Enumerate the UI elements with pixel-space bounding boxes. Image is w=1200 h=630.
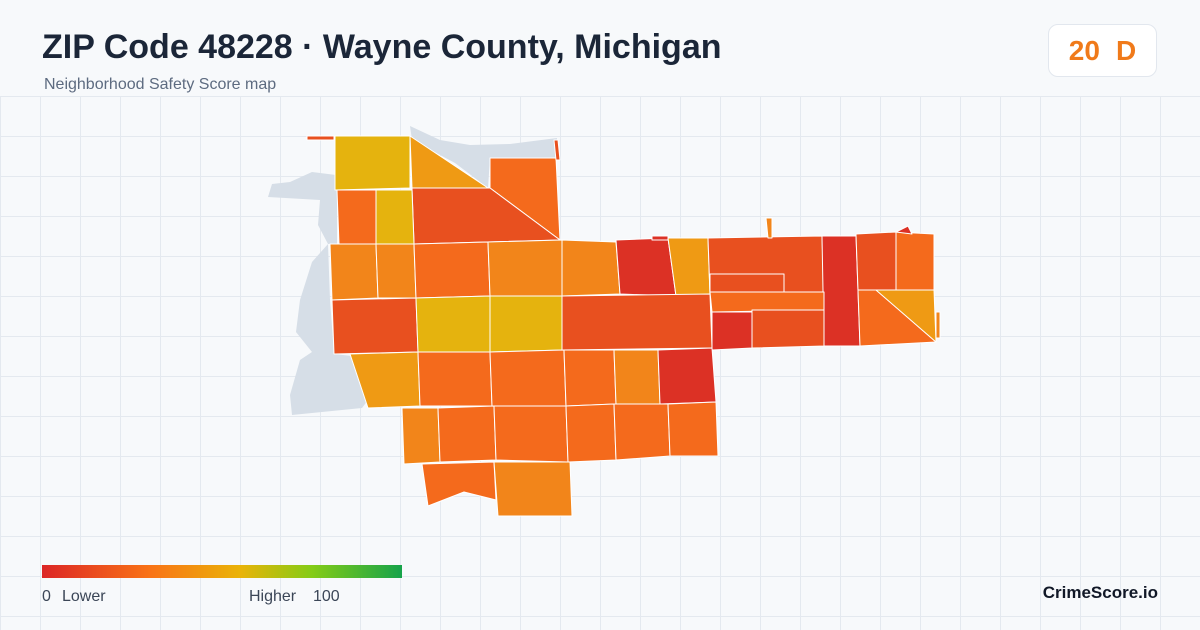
tract[interactable]: [336, 189, 377, 245]
tract[interactable]: [493, 405, 569, 463]
tract[interactable]: [553, 139, 561, 161]
tract[interactable]: [329, 243, 379, 301]
water-area-west: [262, 136, 368, 415]
tract[interactable]: [751, 309, 825, 349]
tract[interactable]: [711, 311, 753, 351]
water-areas: [262, 126, 557, 415]
tract[interactable]: [565, 403, 617, 463]
tract[interactable]: [413, 241, 491, 299]
tract[interactable]: [489, 349, 567, 407]
tract[interactable]: [489, 295, 563, 353]
tract[interactable]: [895, 225, 913, 235]
tract[interactable]: [417, 351, 493, 407]
tract[interactable]: [401, 407, 441, 465]
tract[interactable]: [563, 349, 617, 407]
census-tracts: [306, 135, 941, 517]
safety-score-gradient-scale: [42, 565, 402, 578]
tract[interactable]: [561, 293, 713, 351]
tract[interactable]: [487, 239, 563, 297]
safety-grade: D: [1115, 35, 1137, 66]
scale-min-value: 0: [42, 588, 51, 605]
tract[interactable]: [437, 405, 497, 463]
tract[interactable]: [334, 135, 411, 191]
scale-max-label: Higher: [249, 588, 297, 605]
tract[interactable]: [895, 231, 935, 291]
tract[interactable]: [561, 239, 621, 297]
tract[interactable]: [331, 297, 419, 355]
tract[interactable]: [415, 295, 491, 353]
tract[interactable]: [855, 231, 897, 291]
tract[interactable]: [615, 237, 677, 297]
tract[interactable]: [375, 243, 417, 299]
tract[interactable]: [709, 291, 825, 313]
tract[interactable]: [613, 403, 671, 461]
tract[interactable]: [667, 401, 719, 457]
tract[interactable]: [375, 189, 415, 245]
tract[interactable]: [935, 311, 941, 339]
tract[interactable]: [875, 289, 937, 343]
water-area-north: [410, 126, 557, 188]
scale-max-value: 100: [313, 588, 340, 605]
safety-score-value: 20: [1068, 35, 1100, 66]
tract[interactable]: [651, 235, 669, 241]
tract[interactable]: [821, 235, 861, 347]
tract[interactable]: [709, 273, 785, 293]
page-title: ZIP Code 48228 · Wayne County, Michigan: [42, 28, 722, 66]
tract[interactable]: [667, 237, 711, 297]
tract[interactable]: [765, 217, 773, 239]
scale-min-label: Lower: [62, 588, 106, 605]
tract[interactable]: [421, 461, 497, 507]
tract[interactable]: [493, 461, 573, 517]
brand-logo-text[interactable]: CrimeScore.io: [1042, 583, 1158, 602]
tract[interactable]: [613, 349, 661, 405]
tract[interactable]: [657, 347, 717, 405]
tract[interactable]: [306, 135, 335, 141]
safety-score-badge: 20 D: [1048, 24, 1157, 77]
page-subtitle: Neighborhood Safety Score map: [44, 76, 277, 93]
